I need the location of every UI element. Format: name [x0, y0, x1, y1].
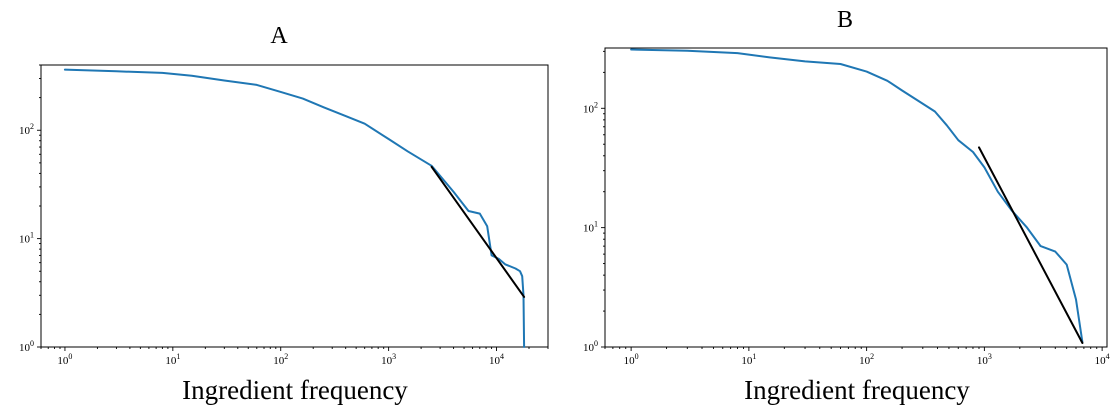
- panel-b-x-tick-label: 100: [624, 352, 639, 367]
- panel-b-x-tick-label: 101: [741, 352, 756, 367]
- panel-a-x-tick-label: 102: [273, 352, 288, 367]
- panel-a-plot-frame: [40, 64, 549, 348]
- panel-a-x-tick-label: 100: [57, 352, 72, 367]
- panel-a-tick-labels: 100 101 102 103 104 100 101 102: [19, 122, 504, 367]
- panel-a-data-line: [63, 68, 526, 348]
- panel-b-x-tick-label: 102: [859, 352, 874, 367]
- panel-b-y-tick-label: 100: [583, 339, 598, 354]
- panel-b-fit-line: [978, 146, 1084, 344]
- panel-b-series: [630, 48, 1084, 344]
- panel-b-ticks: [601, 50, 1103, 351]
- panel-b-y-tick-label: 101: [583, 220, 598, 235]
- panel-b-tick-labels: 100 101 102 103 104 100 101 102: [583, 100, 1110, 367]
- panel-b-chart: B 100 101 102 103 104 100 101 102 Ingredient fr…: [583, 7, 1110, 405]
- panel-a-y-tick-label: 102: [19, 122, 34, 137]
- panel-a-y-tick-label: 101: [19, 231, 34, 246]
- panel-a-title: A: [270, 23, 288, 49]
- panel-b-data-line: [630, 48, 1084, 344]
- panel-a-y-tick-label: 100: [19, 339, 34, 354]
- panel-a-ticks: [37, 64, 549, 351]
- panel-b-x-axis-label: Ingredient frequency: [744, 375, 970, 405]
- panel-b-title: B: [837, 7, 853, 33]
- panel-a-x-axis-label: Ingredient frequency: [182, 375, 408, 405]
- panel-a-chart: A 100 101 102 103 104 100 101 102 Ingredient fr…: [19, 23, 549, 405]
- panel-a-fit-line: [430, 165, 526, 298]
- panel-b-x-tick-label: 104: [1095, 352, 1110, 367]
- panel-b-y-tick-label: 102: [583, 100, 598, 115]
- panel-b-plot-frame: [604, 47, 1108, 348]
- panel-a-series: [63, 68, 526, 348]
- panel-b-x-tick-label: 103: [977, 352, 992, 367]
- panel-a-x-tick-label: 103: [381, 352, 396, 367]
- panel-a-x-tick-label: 101: [165, 352, 180, 367]
- panel-a-x-tick-label: 104: [489, 352, 504, 367]
